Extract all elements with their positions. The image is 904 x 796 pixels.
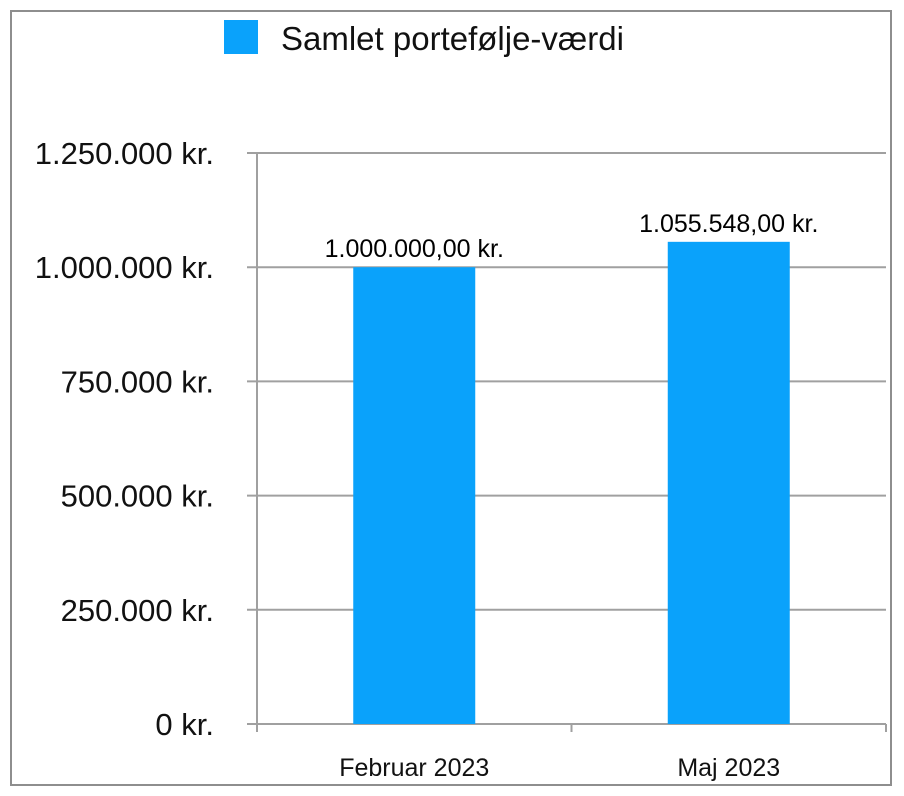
y-tick-label: 1.000.000 kr. — [35, 250, 214, 285]
labels: 0 kr. 250.000 kr. 500.000 kr. 750.000 kr. 1.… — [35, 136, 819, 782]
bar — [667, 241, 790, 724]
legend-swatch — [224, 20, 258, 54]
y-tick-label: 750.000 kr. — [61, 364, 214, 399]
y-tick-label: 250.000 kr. — [61, 593, 214, 628]
y-tick-label: 1.250.000 kr. — [35, 136, 214, 171]
x-tick-label: Februar 2023 — [339, 754, 489, 782]
legend-label: Samlet portefølje-værdi — [281, 20, 624, 57]
bars — [353, 241, 790, 724]
legend: Samlet portefølje-værdi — [224, 20, 624, 57]
axes — [256, 153, 887, 732]
data-label: 1.000.000,00 kr. — [325, 235, 504, 263]
y-tick-label: 500.000 kr. — [61, 479, 214, 514]
x-tick-label: Maj 2023 — [677, 754, 780, 782]
y-tick-label: 0 kr. — [155, 707, 214, 742]
bar — [353, 267, 476, 724]
data-label: 1.055.548,00 kr. — [639, 210, 818, 238]
